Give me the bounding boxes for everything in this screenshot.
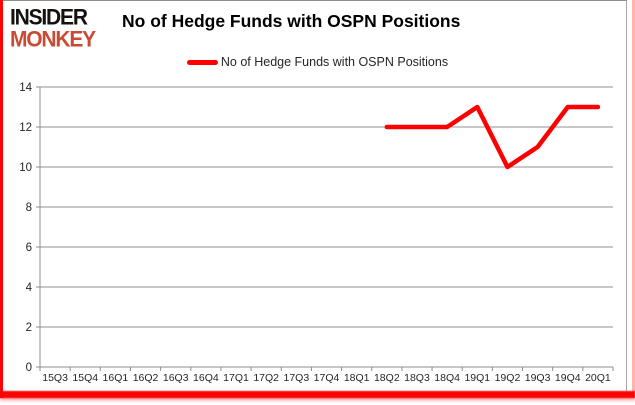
chart-card bbox=[3, 0, 627, 391]
x-tick-label: 15Q3 bbox=[42, 372, 68, 384]
x-tick-label: 16Q3 bbox=[163, 372, 189, 384]
y-tick-label: 4 bbox=[26, 282, 33, 294]
x-tick-label: 16Q2 bbox=[133, 372, 159, 384]
y-tick-label: 10 bbox=[19, 162, 32, 174]
x-tick-label: 19Q4 bbox=[555, 372, 581, 384]
series-line bbox=[384, 104, 601, 170]
x-tick-label: 15Q4 bbox=[72, 372, 98, 384]
y-tick-label: 6 bbox=[26, 242, 32, 254]
page-right-border bbox=[632, 0, 635, 398]
y-tick-label: 8 bbox=[26, 202, 32, 214]
y-tick-label: 12 bbox=[19, 122, 32, 134]
x-tick-label: 20Q1 bbox=[585, 372, 611, 384]
x-tick-label: 19Q2 bbox=[495, 372, 521, 384]
insider-monkey-logo: INSIDER MONKEY bbox=[10, 5, 96, 52]
x-tick-label: 16Q1 bbox=[103, 372, 129, 384]
y-tick-label: 14 bbox=[19, 82, 32, 94]
x-tick-label: 18Q1 bbox=[344, 372, 370, 384]
legend-label: No of Hedge Funds with OSPN Positions bbox=[220, 55, 449, 69]
x-tick-label: 17Q1 bbox=[223, 372, 249, 384]
x-tick-label: 19Q3 bbox=[525, 372, 551, 384]
logo-line-monkey: MONKEY bbox=[10, 27, 96, 52]
page-bottom-border bbox=[0, 391, 635, 398]
x-tick-label: 18Q3 bbox=[404, 372, 430, 384]
x-tick-label: 17Q4 bbox=[314, 372, 340, 384]
page-title: No of Hedge Funds with OSPN Positions bbox=[122, 11, 461, 31]
x-tick-label: 17Q2 bbox=[253, 372, 279, 384]
y-tick-label: 2 bbox=[26, 322, 32, 334]
legend: No of Hedge Funds with OSPN Positions bbox=[0, 55, 635, 69]
y-tick-label: 0 bbox=[26, 362, 32, 374]
x-tick-label: 17Q3 bbox=[283, 372, 309, 384]
x-tick-label: 16Q4 bbox=[193, 372, 219, 384]
x-tick-label: 19Q1 bbox=[464, 372, 490, 384]
page-left-border bbox=[0, 0, 3, 398]
x-tick-label: 18Q4 bbox=[434, 372, 460, 384]
legend-line-swatch bbox=[186, 59, 218, 65]
logo-line-insider: INSIDER bbox=[10, 5, 88, 30]
x-tick-label: 18Q2 bbox=[374, 372, 400, 384]
